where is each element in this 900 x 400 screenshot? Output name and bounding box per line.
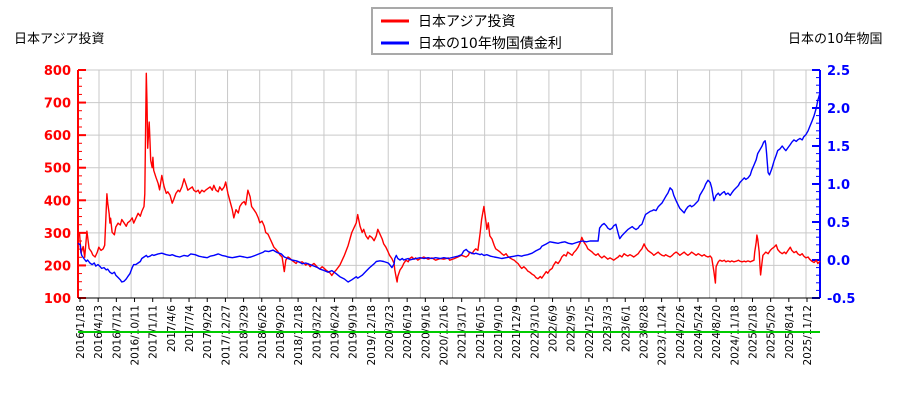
left-y-label: 500: [44, 162, 71, 177]
grid-lines: [78, 69, 820, 298]
x-tick-label: 2018/12/18: [293, 305, 305, 366]
right-axis-title: 日本の10年物国: [788, 32, 883, 47]
series-red-line: [77, 72, 821, 284]
x-tick-label: 2020/12/16: [439, 305, 451, 366]
axes-and-ticks: [77, 69, 821, 302]
legend: 日本アジア投資 日本の10年物国債金利: [371, 7, 613, 55]
right-y-label: 1.0: [827, 178, 850, 193]
series-blue-line: [77, 92, 821, 283]
x-tick-label: 2022/6/9: [548, 305, 560, 352]
x-tick-label: 2023/3/3: [602, 305, 614, 352]
x-tick-label: 2023/6/1: [620, 305, 632, 352]
right-y-label: 0.0: [827, 254, 850, 269]
x-tick-label: 2024/11/18: [729, 305, 741, 366]
right-y-label: 0.5: [827, 216, 850, 231]
left-y-label: 600: [44, 129, 71, 144]
x-tick-label: 2022/9/5: [566, 305, 578, 352]
left-y-label: 700: [44, 97, 71, 112]
x-tick-label: 2023/11/24: [657, 305, 669, 366]
x-tick-label: 2017/7/4: [184, 305, 196, 352]
left-y-label: 100: [44, 292, 71, 307]
left-y-label: 400: [44, 194, 71, 209]
legend-label-red: 日本アジア投資: [418, 14, 515, 30]
legend-box: [371, 7, 613, 55]
right-y-label: 2.5: [827, 64, 850, 79]
right-y-label: 2.0: [827, 102, 850, 117]
x-tick-label: 2025/11/12: [802, 305, 814, 366]
x-tick-label: 2017/12/27: [220, 305, 232, 366]
left-y-label: 300: [44, 227, 71, 242]
axis-tick-labels: 2016/1/18 2016/4/13 2016/7/12 2016/10/11 201…: [44, 64, 856, 366]
legend-label-blue: 日本の10年物国債金利: [418, 36, 562, 52]
left-y-label: 800: [44, 64, 71, 79]
left-axis-title: 日本アジア投資: [14, 31, 104, 47]
x-tick-label: 2016/10/11: [130, 305, 142, 366]
left-y-label: 200: [44, 259, 71, 274]
x-tick-label: 2019/12/18: [366, 305, 378, 366]
x-tick-label: 2017/4/6: [166, 305, 178, 352]
right-y-label: 1.5: [827, 140, 850, 155]
right-y-label: -0.5: [827, 292, 855, 307]
series-lines: [77, 72, 821, 284]
